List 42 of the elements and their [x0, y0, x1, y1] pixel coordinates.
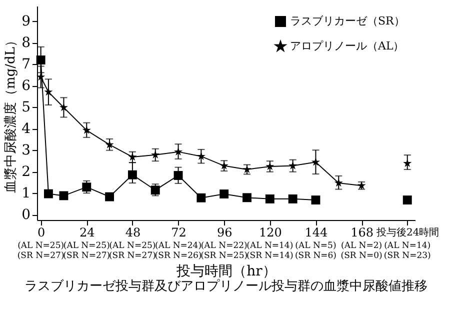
x-tick-label: 投与後24時間: [375, 226, 440, 238]
x-tick-label: 96: [216, 226, 232, 240]
text: (SR N=0): [340, 251, 382, 261]
x-axis-title: 投与時間（hr）: [176, 264, 276, 280]
y-axis-title: 血漿中尿酸濃度（mg/dL）: [2, 34, 19, 193]
y-tick-label: 0: [22, 207, 30, 224]
text: (SR N=27): [63, 251, 110, 261]
x-tick-label: 168: [350, 226, 374, 240]
x-tick-label: 0: [38, 226, 46, 240]
text: (SR N=27): [17, 251, 64, 261]
text: (AL N=2): [341, 241, 382, 251]
legend-label: アロプリノール（AL）: [290, 40, 404, 52]
x-tick-label: 144: [304, 226, 328, 240]
y-tick-label: 2: [22, 164, 30, 180]
x-tick-label: 24: [79, 226, 96, 240]
legend-label: ラスブリカーゼ（SR）: [290, 14, 405, 28]
text: (AL N=22): [200, 241, 248, 251]
text: (AL N=24): [155, 241, 202, 251]
text: (SR N=26): [154, 251, 202, 261]
text: (SR N=27): [108, 251, 156, 261]
y-tick-label: 6: [22, 78, 31, 94]
text: (AL N=5): [295, 241, 336, 251]
text: (AL N=14): [384, 241, 431, 251]
y-tick-label: 1: [22, 186, 30, 202]
x-tick-label: 72: [171, 226, 186, 240]
x-tick-label: 120: [258, 226, 282, 240]
y-tick-label: 5: [22, 100, 30, 116]
text: (SR N=14): [246, 251, 294, 261]
text: ラスブリカーゼ投与群及びアロプリノール投与群の血漿中尿酸値推移: [24, 279, 428, 294]
x-tick-label: 48: [125, 226, 141, 240]
y-tick-label: 9: [22, 14, 30, 30]
text: (SR N=23): [384, 251, 431, 261]
text: (AL N=25): [18, 241, 64, 251]
y-tick-label: 3: [22, 142, 30, 159]
text: (AL N=14): [246, 241, 294, 251]
y-tick-label: 4: [22, 121, 31, 138]
text: (SR N=25): [200, 251, 248, 261]
y-tick-label: 8: [22, 35, 30, 52]
text: (AL N=25): [63, 241, 110, 251]
text: (SR N=6): [294, 251, 336, 261]
y-tick-label: 7: [22, 56, 30, 73]
text: (AL N=25): [109, 241, 156, 251]
